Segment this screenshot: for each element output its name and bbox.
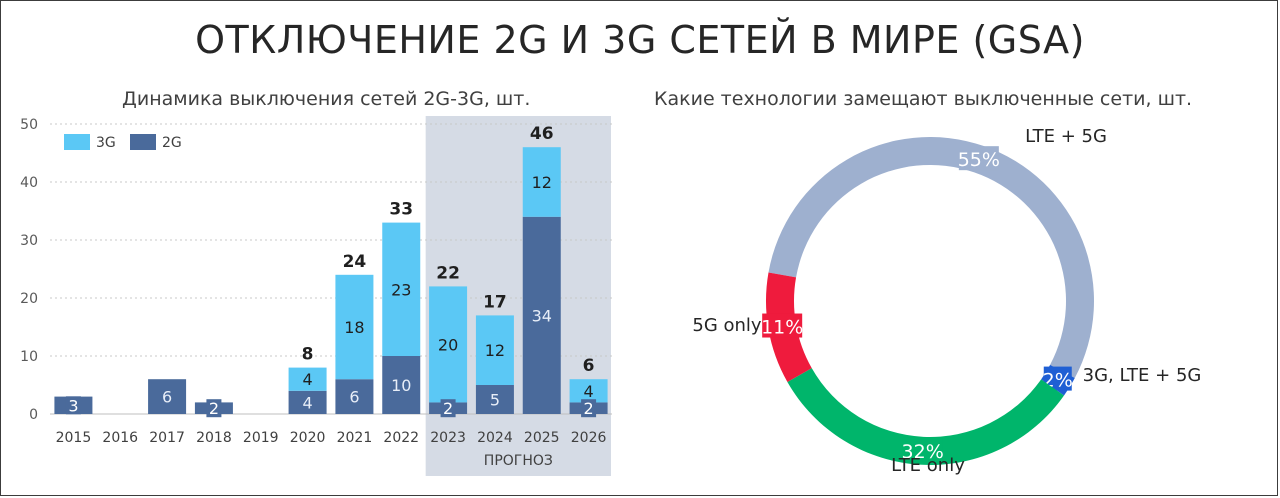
bar-value-label-2g: 3 — [68, 396, 78, 415]
x-tick-label: 2025 — [524, 430, 560, 446]
bar-3g — [335, 274, 374, 380]
bar-2g — [148, 379, 187, 414]
bar-total-label: 46 — [530, 124, 554, 144]
bar-value-label-3g: 4 — [302, 370, 312, 389]
bar-total-label: 8 — [302, 345, 314, 365]
donut-pct-label: 11% — [761, 317, 803, 339]
bar-3g — [429, 286, 468, 403]
x-tick-label: 2015 — [56, 430, 92, 446]
donut-slice — [768, 136, 1094, 378]
y-tick-label: 10 — [20, 349, 38, 365]
x-tick-label: 2022 — [383, 430, 419, 446]
bar-value-label-3g: 18 — [344, 318, 364, 337]
page-title: ОТКЛЮЧЕНИЕ 2G И 3G СЕТЕЙ В МИРЕ (GSA) — [195, 18, 1085, 62]
y-tick-label: 30 — [20, 233, 38, 249]
x-tick-label: 2018 — [196, 430, 232, 446]
pct-label-bg — [958, 146, 999, 171]
forecast-label: ПРОГНОЗ — [484, 453, 553, 469]
bar-3g — [475, 315, 514, 385]
bar-3g — [288, 367, 327, 391]
bar-2g — [522, 216, 561, 414]
bar-3g — [569, 379, 608, 403]
bar-value-label-2g: 6 — [349, 388, 359, 407]
y-tick-label: 40 — [20, 175, 38, 191]
donut-category-label: 3G, LTE + 5G — [1083, 365, 1202, 386]
bar-label-bg — [206, 399, 222, 418]
bar-total-label: 6 — [583, 356, 595, 376]
x-tick-label: 2021 — [337, 430, 373, 446]
donut-chart-title: Какие технологии замещают выключенные се… — [654, 88, 1193, 110]
bar-2g — [475, 385, 514, 414]
y-tick-label: 0 — [29, 407, 38, 423]
bar-total-label: 17 — [483, 292, 507, 312]
x-tick-label: 2019 — [243, 430, 279, 446]
bar-value-label-2g: 2 — [583, 399, 593, 418]
y-tick-label: 20 — [20, 291, 38, 307]
pct-label-bg — [902, 437, 943, 462]
bar-value-label-2g: 2 — [209, 399, 219, 418]
bar-label-bg — [581, 399, 597, 418]
bar-value-label-2g: 4 — [302, 393, 312, 412]
bar-total-label: 33 — [389, 200, 413, 220]
bar-label-bg — [440, 399, 456, 418]
bar-value-label-2g: 2 — [443, 399, 453, 418]
legend-swatch-3g — [64, 134, 90, 150]
x-tick-label: 2020 — [290, 430, 326, 446]
bar-value-label-2g: 5 — [490, 391, 500, 410]
bar-total-label: 24 — [343, 252, 367, 272]
donut-category-label: LTE + 5G — [1025, 126, 1107, 147]
pct-label-bg — [762, 313, 803, 338]
bar-value-label-2g: 10 — [391, 376, 411, 395]
legend-label-2g: 2G — [162, 135, 182, 151]
x-tick-label: 2024 — [477, 430, 513, 446]
bar-value-label-3g: 23 — [391, 280, 411, 299]
bar-value-label-3g: 4 — [583, 382, 593, 401]
bar-value-label-2g: 6 — [162, 388, 172, 407]
bar-3g — [522, 147, 561, 217]
bar-total-label: 22 — [436, 263, 460, 283]
bar-2g — [288, 390, 327, 414]
bar-3g — [382, 222, 421, 356]
bar-value-label-3g: 12 — [485, 341, 505, 360]
bar-value-label-3g: 20 — [438, 335, 458, 354]
legend-label-3g: 3G — [96, 135, 116, 151]
donut-pct-label: 55% — [958, 149, 1000, 171]
x-tick-label: 2016 — [102, 430, 138, 446]
donut-category-label: LTE only — [891, 455, 965, 476]
x-tick-label: 2026 — [571, 430, 607, 446]
y-tick-label: 50 — [20, 117, 38, 133]
bar-2g — [382, 356, 421, 414]
bar-value-label-2g: 34 — [532, 306, 552, 325]
x-tick-label: 2023 — [430, 430, 466, 446]
legend-swatch-2g — [130, 134, 156, 150]
donut-pct-label: 32% — [902, 441, 944, 463]
donut-category-label: 5G only — [692, 315, 762, 336]
x-tick-label: 2017 — [149, 430, 185, 446]
bar-label-bg — [65, 396, 81, 415]
bar-value-label-3g: 12 — [532, 173, 552, 192]
donut-slice — [787, 368, 1065, 465]
bar-2g — [335, 379, 374, 414]
bar-chart-title: Динамика выключения сетей 2G-3G, шт. — [122, 88, 531, 110]
